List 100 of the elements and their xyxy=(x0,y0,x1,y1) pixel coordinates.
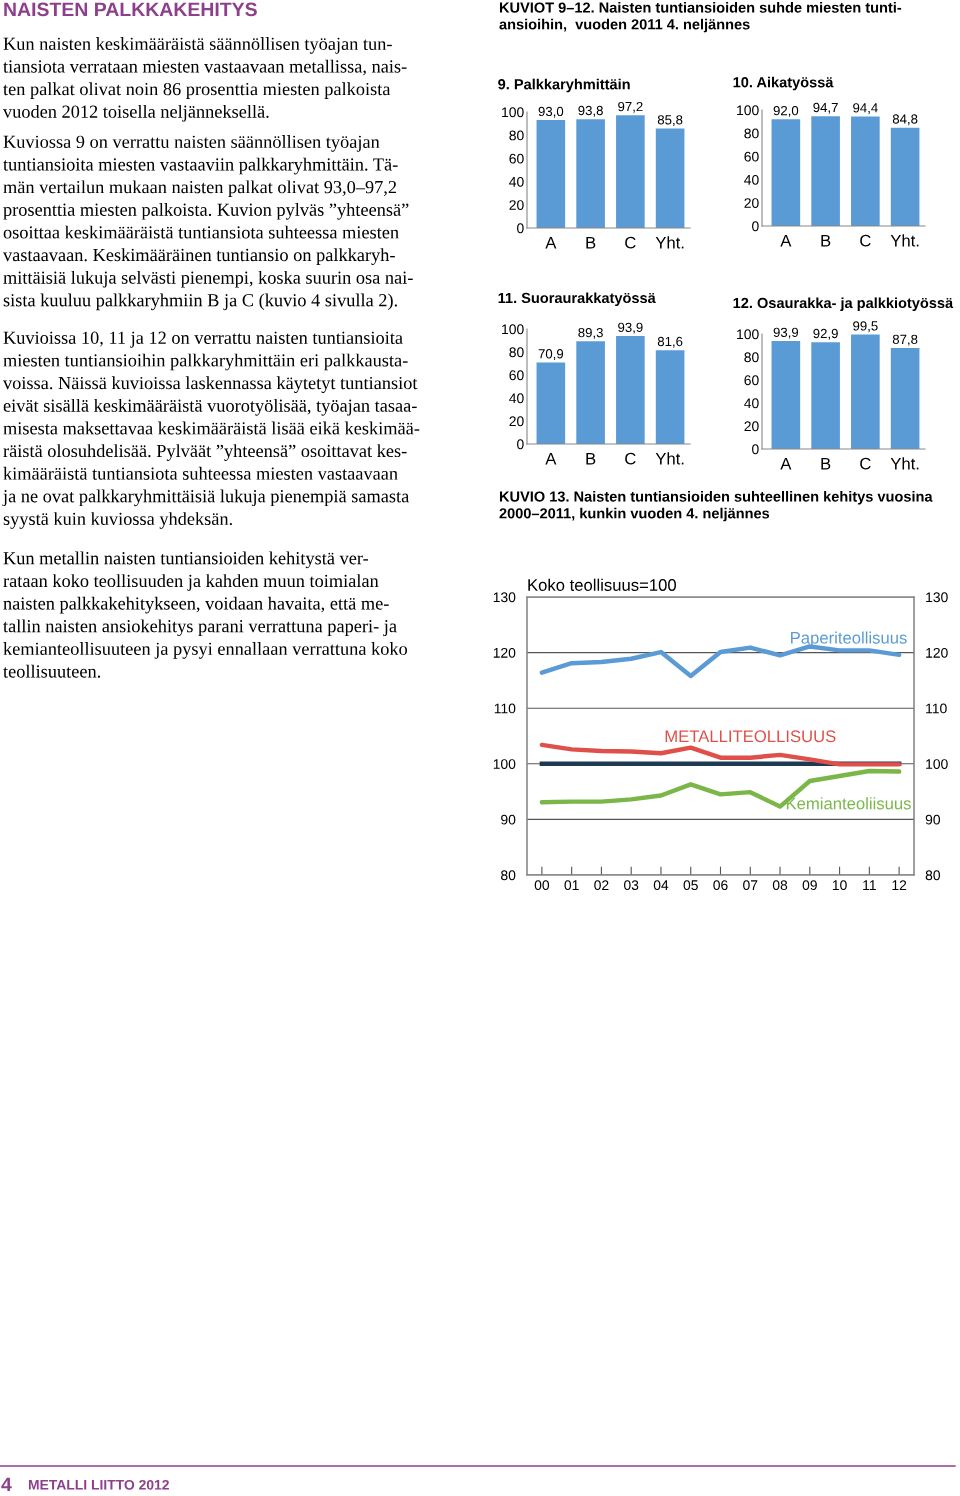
y-tick-label: 80 xyxy=(501,870,516,881)
x-tick-label: 00 xyxy=(534,880,550,891)
data-label: 70,9 xyxy=(538,349,564,361)
data-label: 93,0 xyxy=(538,106,564,118)
x-tick-label: A xyxy=(545,452,557,465)
y-tick-label: 0 xyxy=(517,439,524,450)
line-series xyxy=(539,742,902,767)
bar xyxy=(536,120,566,228)
y2-tick-label: 130 xyxy=(926,592,948,603)
x-tick-label: 06 xyxy=(713,880,728,891)
line-series xyxy=(539,644,902,679)
data-label: 93,8 xyxy=(578,105,603,117)
y-tick-label: 80 xyxy=(509,130,524,141)
y-tick-label: 0 xyxy=(517,223,524,234)
x-tick-label: 09 xyxy=(802,880,817,891)
bar xyxy=(771,119,801,226)
data-label: 94,4 xyxy=(853,103,878,115)
bar xyxy=(616,336,645,444)
x-tick-label: B xyxy=(821,234,831,247)
bar xyxy=(811,116,840,226)
y-tick-label: 40 xyxy=(744,174,759,185)
x-tick-label: B xyxy=(586,236,596,249)
bar xyxy=(576,341,605,444)
text: Kun metallin naisten tuntiansioiden kehitystä ver- rataan koko teollisuuden ja kahden muun toimialan naisten palkkakehitykseen, voidaan havaita, että me- tallin naisten ansiokehitys parani verrattuna paperi- ja kemianteollisuuteen ja pysyi ennallaan verrattuna koko teollisuuteen. xyxy=(3,551,408,678)
y-tick-label: 20 xyxy=(509,416,524,427)
chart-title: 12. Osaurakka- ja palkkiotyössä xyxy=(733,297,954,311)
y2-tick-label: 110 xyxy=(926,703,947,714)
x-tick-label: 10 xyxy=(832,880,847,891)
bar xyxy=(616,115,645,228)
y-tick-label: 40 xyxy=(509,393,524,404)
text: NAISTEN PALKKAKEHITYS xyxy=(4,2,257,17)
y-tick-label: 100 xyxy=(502,324,524,335)
x-tick-label: C xyxy=(860,234,871,247)
x-tick-label: C xyxy=(625,236,636,249)
series-label: Kemianteoliisuus xyxy=(786,797,911,810)
y-tick-label: 0 xyxy=(752,444,759,455)
text: Kun naisten keskimääräistä säännöllisen työajan tun- tiansiota verrataan miesten vastaavaan metallissa, nais- ten palkat olivat noin 86 prosenttia miesten palkoista vuoden 2012 toisella neljänneksellä. xyxy=(3,37,407,122)
data-label: 93,9 xyxy=(773,327,799,339)
bar xyxy=(655,128,685,228)
data-label: 87,8 xyxy=(892,334,918,346)
y2-tick-label: 90 xyxy=(925,814,941,825)
bar xyxy=(851,116,880,226)
x-tick-label: 12 xyxy=(892,880,907,890)
x-tick-label: 11 xyxy=(863,880,876,890)
x-tick-label: 05 xyxy=(683,880,698,891)
y-tick-label: 100 xyxy=(737,329,759,340)
y-tick-label: 60 xyxy=(509,370,524,381)
data-label: 81,6 xyxy=(657,336,683,348)
y-tick-label: 120 xyxy=(493,647,516,658)
data-label: 94,7 xyxy=(813,102,838,114)
text: Kuviossa 9 on verrattu naisten säännöllisen työajan tuntiansioita miesten vastaaviin palkkaryhmittäin. Tä- män vertailun mukaan naisten palkat olivat 93,0–97,2 prosenttia miesten palkoista. Kuvion pylväs ”yhteensä” osoittaa keskimääräistä tuntiansiota suhteessa miesten vastaavaan. Keskimääräinen tuntiansio on palkkaryh- mittäisiä lukuja selvästi pienempi, koska suurin osa nai- sista kuuluu palkkaryhmiin B ja C (kuvio 4 sivulla 2). xyxy=(3,135,413,311)
bar xyxy=(576,119,605,228)
y-tick-label: 60 xyxy=(509,153,524,164)
data-label: 92,9 xyxy=(813,328,838,340)
data-label: 89,3 xyxy=(578,327,603,339)
y-tick-label: 40 xyxy=(509,176,524,187)
y-tick-label: 60 xyxy=(744,375,759,386)
x-tick-label: B xyxy=(821,457,831,470)
bar xyxy=(655,350,685,444)
bar xyxy=(890,127,920,226)
data-label: 93,9 xyxy=(618,322,643,334)
text: 4 xyxy=(1,1477,12,1492)
chart-title: 11. Suoraurakkatyössä xyxy=(498,292,656,306)
y-axis-title: Koko teollisuus=100 xyxy=(528,578,676,591)
x-tick-label: 03 xyxy=(624,880,639,891)
y-tick-label: 40 xyxy=(744,398,759,409)
x-tick-label: Yht. xyxy=(655,452,684,465)
y-tick-label: 20 xyxy=(509,200,524,210)
y-tick-label: 0 xyxy=(752,221,759,232)
y-tick-label: 60 xyxy=(744,151,759,162)
series-label: METALLITEOLLISUUS xyxy=(665,730,836,743)
data-label: 84,8 xyxy=(892,114,918,126)
x-tick-label: A xyxy=(545,236,557,249)
x-tick-label: 07 xyxy=(743,880,758,891)
y-tick-label: 20 xyxy=(744,421,759,432)
x-tick-label: Yht. xyxy=(890,234,919,247)
x-tick-label: 02 xyxy=(594,880,609,891)
text: KUVIOT 9–12. Naisten tuntiansioiden suhde miesten tunti- ansioihin, vuoden 2011 4. neljännes xyxy=(499,2,902,33)
text: METALLI LIITTO 2012 xyxy=(28,1479,169,1490)
y-tick-label: 130 xyxy=(493,592,516,603)
y-tick-label: 20 xyxy=(744,198,759,208)
chart-title: 9. Palkkaryhmittäin xyxy=(498,78,630,93)
y-tick-label: 100 xyxy=(502,107,524,118)
y-tick-label: 110 xyxy=(494,703,516,714)
x-tick-label: B xyxy=(586,452,596,465)
y-tick-label: 80 xyxy=(509,347,524,358)
x-tick-label: C xyxy=(625,452,636,465)
chart-title: 10. Aikatyössä xyxy=(733,76,834,91)
data-label: 85,8 xyxy=(657,115,683,127)
x-tick-label: 01 xyxy=(564,880,579,891)
y-tick-label: 80 xyxy=(744,352,759,363)
data-label: 92,0 xyxy=(773,105,799,117)
data-label: 97,2 xyxy=(618,101,643,113)
x-tick-label: Yht. xyxy=(655,236,684,249)
x-tick-label: C xyxy=(860,457,871,470)
x-tick-label: A xyxy=(780,457,792,470)
x-tick-label: 04 xyxy=(653,880,669,891)
y2-tick-label: 80 xyxy=(925,870,941,881)
series-label: Paperiteollisuus xyxy=(791,631,907,648)
y-tick-label: 100 xyxy=(493,759,516,769)
